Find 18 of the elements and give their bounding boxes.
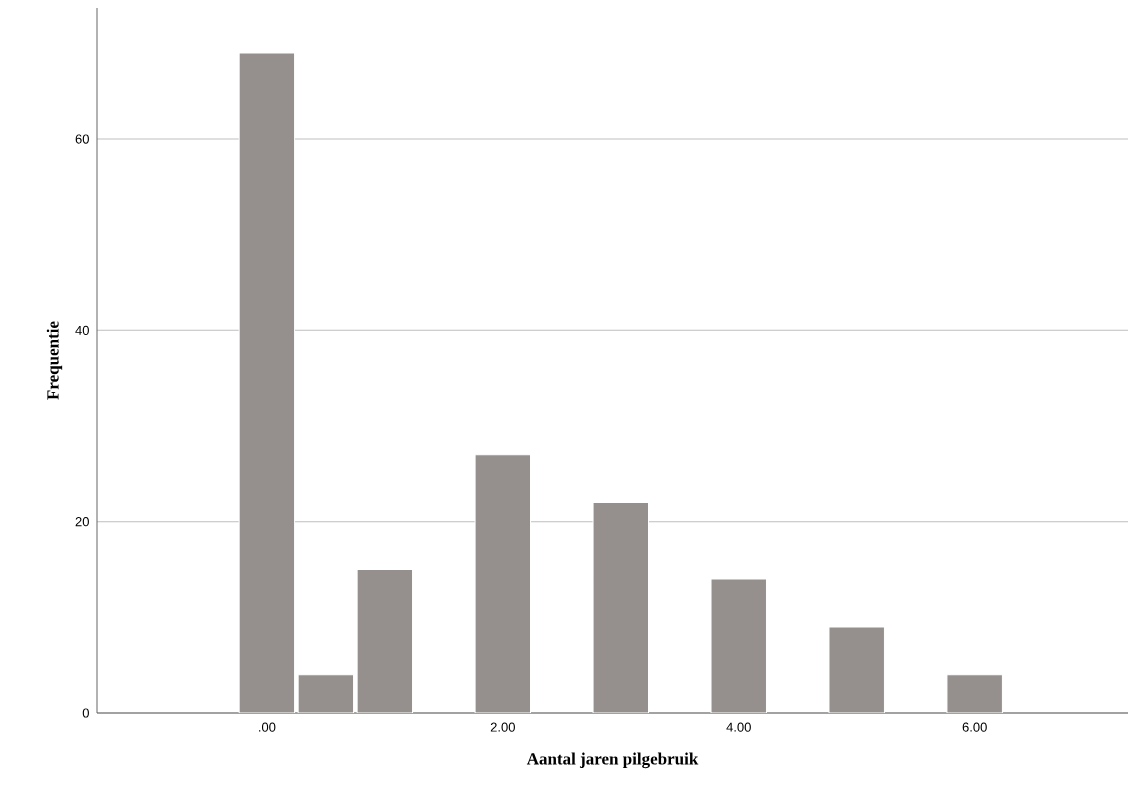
x-tick-label: .00 — [259, 722, 276, 732]
x-axis-title: Aantal jaren pilgebruik — [526, 752, 699, 769]
y-axis-title: Frequentie — [46, 321, 63, 400]
y-tick-label: 20 — [75, 517, 89, 527]
y-tick-label: 40 — [75, 325, 89, 335]
y-tick-label: 60 — [75, 134, 89, 144]
bar — [828, 626, 885, 713]
x-tick-label: 4.00 — [726, 722, 751, 732]
bar — [946, 674, 1003, 713]
bar — [474, 454, 532, 713]
bar — [710, 578, 767, 713]
bar — [297, 674, 355, 713]
y-tick-label: 0 — [82, 708, 89, 718]
x-tick-label: 2.00 — [490, 722, 515, 732]
x-tick-label: 6.00 — [962, 722, 987, 732]
bar — [356, 569, 414, 713]
bar — [238, 52, 296, 713]
bar — [592, 502, 649, 713]
